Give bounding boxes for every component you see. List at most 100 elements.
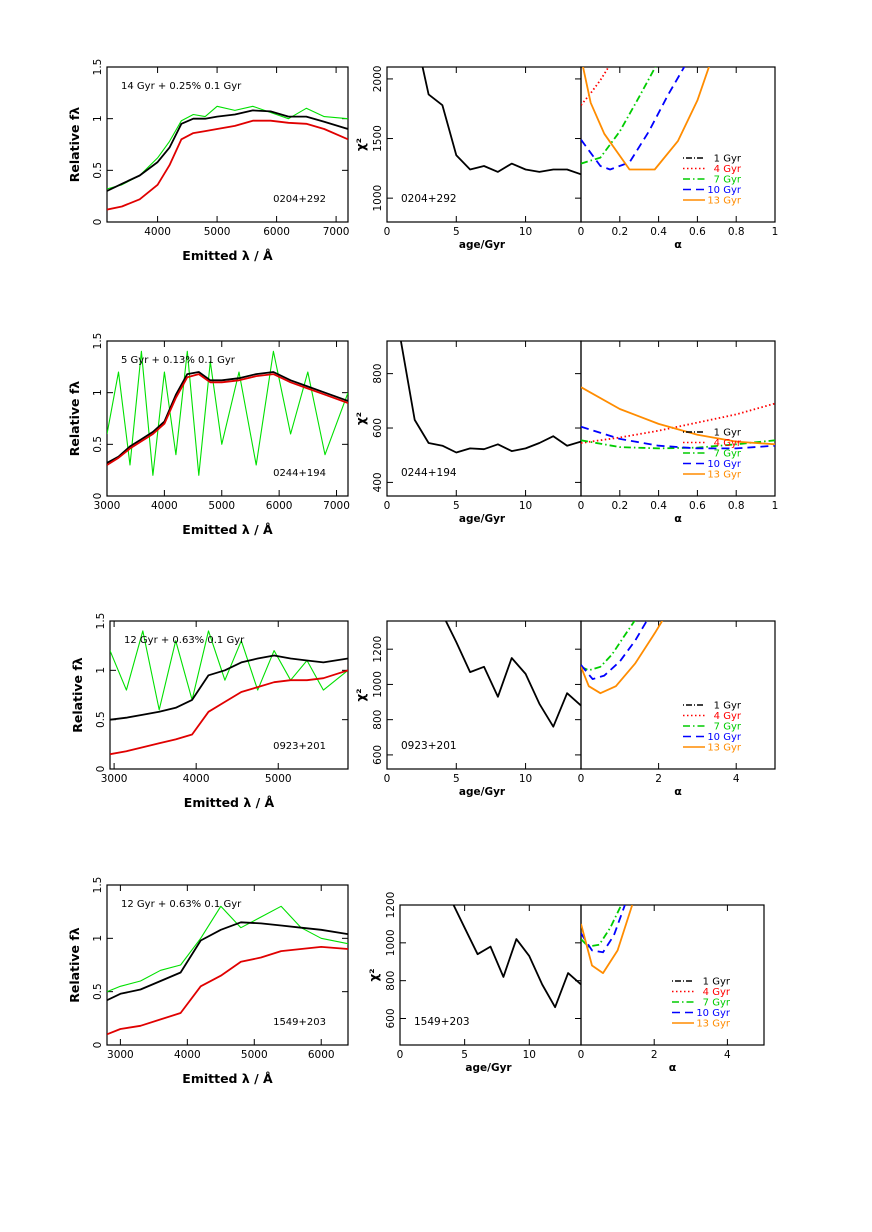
panel-chi2_age: 0 5 10 600 800 1000 1200 age/Gyr χ² 0923+201 [354,620,582,798]
object-id-label: 1549+203 [273,1017,326,1028]
y-tick-label: 0 [95,766,107,773]
plot-frame [106,66,349,223]
y-axis-label: Relative fλ [70,657,85,732]
series-line-7-gyr [581,439,775,450]
panel-spectrum: 3000 4000 5000 0 0.5 1 1.5 Emitted λ / Å Relativ… [70,613,349,810]
x-tick-label: 0.2 [611,226,628,238]
plot-frame [580,620,776,770]
series-line [421,67,581,176]
y-axis-label: χ² [354,412,368,425]
series-group [452,905,581,1009]
series-line-7-gyr [581,621,636,672]
y-tick-label: 600 [372,418,384,438]
series-line-13-gyr [581,386,775,446]
y-tick-label: 800 [372,364,384,384]
object-id-label: 0244+194 [401,467,457,479]
y-tick-label: 600 [372,745,384,765]
x-tick-label: 0.4 [650,500,667,512]
series-line-13-gyr [581,905,634,974]
x-tick-label: 0.6 [689,226,706,238]
x-axis-label: age/Gyr [465,1062,512,1074]
x-tick-label: 0.4 [650,226,667,238]
plot-frame [106,884,349,1046]
x-tick-label: 3000 [94,500,121,512]
series-line [400,341,581,454]
x-tick-label: 0 [384,500,391,512]
x-tick-label: 0 [384,226,391,238]
y-tick-label: 2000 [372,66,384,93]
series-line-model [110,654,348,721]
x-axis-label: age/Gyr [459,513,506,525]
x-tick-label: 0 [578,500,585,512]
x-tick-label: 4000 [151,500,178,512]
series-group [110,630,348,756]
y-tick-label: 0 [92,1042,104,1049]
y-tick-label: 0.5 [92,436,104,453]
x-axis-label: Emitted λ / Å [182,522,273,537]
y-tick-label: 1200 [385,892,397,919]
x-tick-label: 0 [578,1049,585,1061]
x-tick-label: 0 [578,226,585,238]
panel-spectrum: 3000 4000 5000 6000 0 0.5 1 1.5 Emitted λ / Å Rel… [67,877,349,1086]
plot-frame [580,340,776,497]
x-tick-label: 5 [461,1049,468,1061]
x-tick-label: 10 [519,226,532,238]
legend-label: 7 Gyr [714,175,742,186]
x-tick-label: 5000 [265,773,292,785]
plot-frame [109,620,349,770]
object-id-label: 0244+194 [273,468,326,479]
x-tick-label: 4000 [174,1049,201,1061]
series-line-13-gyr [582,67,710,171]
series-line-4-gyr [581,67,610,106]
x-tick-label: 5000 [208,500,235,512]
x-tick-label: 5000 [204,226,231,238]
x-tick-label: 3000 [107,1049,134,1061]
x-tick-label: 10 [519,500,532,512]
x-tick-label: 10 [523,1049,536,1061]
series-group [400,341,581,454]
x-tick-label: 4 [724,1049,731,1061]
series-line-observed [107,350,348,476]
x-tick-label: 5 [453,500,460,512]
legend-label: 10 Gyr [707,732,742,743]
legend-label: 4 Gyr [714,438,742,449]
object-id-label: 0204+292 [273,194,326,205]
series-group [581,386,775,450]
legend-label: 1 Gyr [714,154,742,165]
panel-spectrum: 3000 4000 5000 6000 7000 0 0.5 1 1.5 Emitted λ / … [67,333,350,537]
x-tick-label: 0 [397,1049,404,1061]
series-line-7-gyr [581,67,657,165]
y-axis-label: χ² [354,138,368,151]
series-line-model [107,371,348,464]
y-tick-label: 1000 [385,929,397,956]
legend-label: 1 Gyr [714,701,742,712]
object-id-label: 0204+292 [401,193,457,205]
x-tick-label: 5 [453,773,460,785]
y-tick-label: 400 [372,472,384,492]
y-axis-label: Relative fλ [67,107,82,182]
series-group [581,905,634,974]
plot-frame [580,66,776,223]
y-tick-label: 0.5 [92,983,104,1000]
series-line-model [107,109,348,192]
object-id-label: 0923+201 [273,741,326,752]
y-tick-label: 1200 [372,636,384,663]
x-tick-label: 6000 [308,1049,335,1061]
y-axis-label: χ² [367,969,381,982]
x-axis-label: α [674,785,682,798]
x-tick-label: 7000 [323,226,350,238]
series-line [444,621,581,728]
x-axis-label: Emitted λ / Å [182,248,273,263]
series-line-4-gyr [581,402,775,444]
x-tick-label: 5000 [241,1049,268,1061]
panel-chi2_age: 0 5 10 1000 1500 2000 age/Gyr χ² 0204+292 [354,66,582,251]
x-tick-label: 0.8 [728,500,745,512]
series-line-7-gyr [581,905,623,948]
series-group [581,621,664,695]
legend-label: 13 Gyr [707,196,742,207]
